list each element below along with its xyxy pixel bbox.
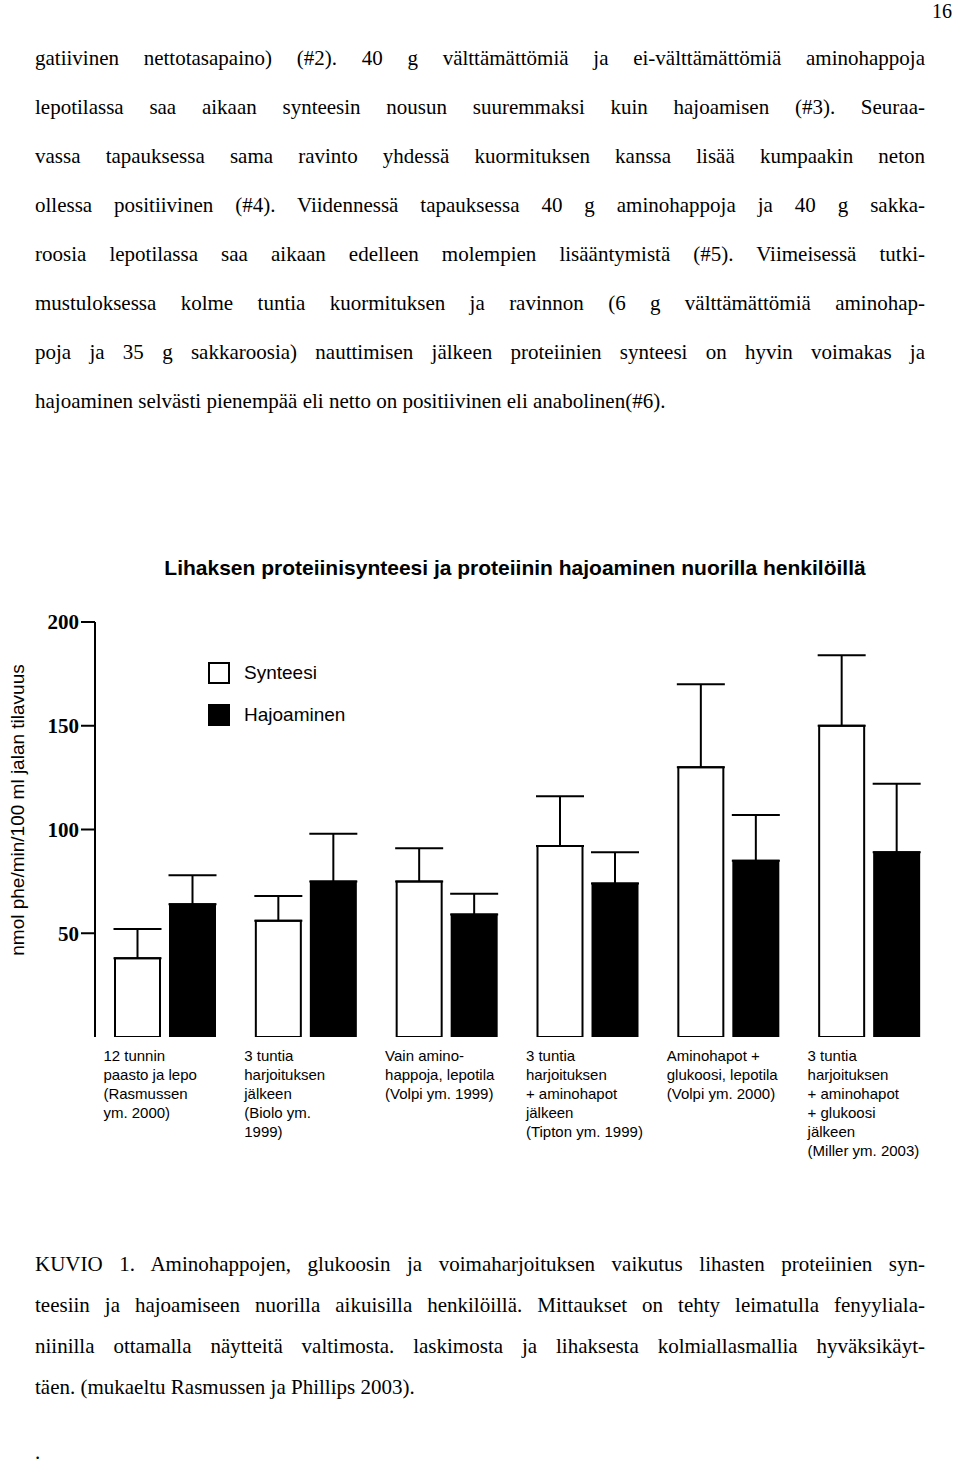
- html-text:mustuloksessa kolme tuntia kuo: mustuloksessa kolme tuntia kuormituksen …: [35, 291, 925, 315]
- html-text:roosia lepotilassa saa aikaan: roosia lepotilassa saa aikaan edelleen m…: [35, 242, 925, 266]
- html-text:Lihaksen proteiinisynteesi ja: Lihaksen proteiinisynteesi ja proteiinin…: [164, 556, 866, 579]
- svg-text:200: 200: [48, 610, 80, 634]
- html-text:teesiin ja hajoamiseen nuorill: teesiin ja hajoamiseen nuorilla aikuisil…: [35, 1293, 925, 1317]
- svg-text:100: 100: [48, 818, 80, 842]
- svg-text:3 tuntiaharjoituksen+ aminohap: 3 tuntiaharjoituksen+ aminohapotjälkeen(…: [525, 1047, 643, 1140]
- html-text:niinilla ottamalla näytteitä v: niinilla ottamalla näytteitä valtimosta.…: [35, 1334, 925, 1358]
- html-text:KUVIO 1. Aminohappojen, glukoo: KUVIO 1. Aminohappojen, glukoosin ja voi…: [35, 1252, 925, 1276]
- html-text:Hajoaminen: Hajoaminen: [244, 704, 346, 725]
- html-text:16: 16: [932, 0, 952, 22]
- svg-text:12 tunninpaasto ja lepo(Rasmus: 12 tunninpaasto ja lepo(Rasmussenym. 200…: [103, 1047, 196, 1121]
- html-text:poja ja 35 g sakkaroosia) naut: poja ja 35 g sakkaroosia) nauttimisen jä…: [35, 340, 925, 364]
- svg-text:Vain amino-happoja, lepotila(V: Vain amino-happoja, lepotila(Volpi ym. 1…: [385, 1047, 495, 1102]
- html-text:Synteesi: Synteesi: [244, 662, 317, 683]
- html-text:hajoaminen selvästi pienempää: hajoaminen selvästi pienempää eli netto …: [35, 389, 666, 413]
- html-text:nmol phe/min/100 ml jalan tila: nmol phe/min/100 ml jalan tilavuus: [7, 664, 28, 956]
- svg-text:3 tuntiaharjoituksenjälkeen(Bi: 3 tuntiaharjoituksenjälkeen(Biolo ym.199…: [243, 1047, 325, 1140]
- html-text:ollessa positiivinen (#4). Vii: ollessa positiivinen (#4). Viidennessä t…: [35, 193, 925, 217]
- html-text:gatiivinen nettotasapaino) (#2: gatiivinen nettotasapaino) (#2). 40 g vä…: [35, 46, 925, 70]
- html-text:lepotilassa saa aikaan syntees: lepotilassa saa aikaan synteesin nousun …: [35, 95, 925, 119]
- svg-text:Aminohapot +glukoosi, lepotila: Aminohapot +glukoosi, lepotila(Volpi ym.…: [667, 1047, 779, 1102]
- svg-text:50: 50: [58, 922, 79, 946]
- svg-text:150: 150: [48, 714, 80, 738]
- html-text:täen. (mukaeltu Rasmussen ja P: täen. (mukaeltu Rasmussen ja Phillips 20…: [35, 1375, 415, 1399]
- html-text:vassa tapauksessa sama ravinto: vassa tapauksessa sama ravinto yhdessä k…: [35, 144, 925, 168]
- svg-text:3 tuntiaharjoituksen+ aminohap: 3 tuntiaharjoituksen+ aminohapot+ glukoo…: [807, 1047, 920, 1159]
